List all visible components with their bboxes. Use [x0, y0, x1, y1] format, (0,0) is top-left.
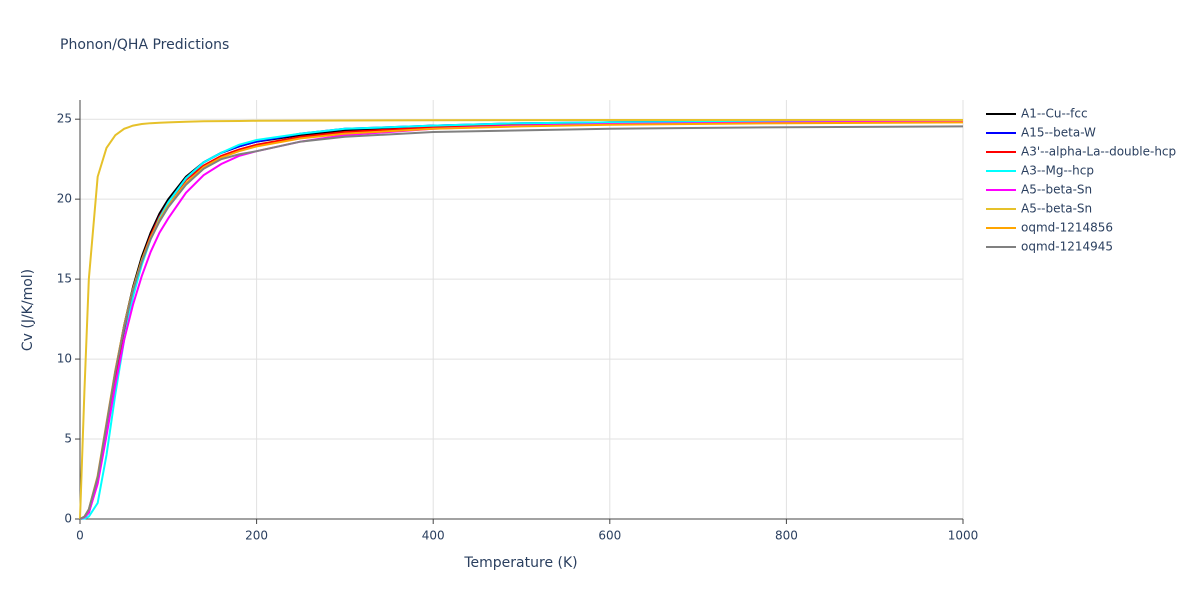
series-line — [79, 119, 964, 520]
legend-label[interactable]: A3'--alpha-La--double-hcp — [1021, 145, 1176, 159]
legend-label[interactable]: A5--beta-Sn — [1021, 183, 1092, 197]
series-line — [79, 120, 964, 520]
x-tick-label: 400 — [422, 529, 445, 543]
x-tick-label: 800 — [775, 529, 798, 543]
y-tick-label: 20 — [57, 192, 72, 206]
x-axis-title: Temperature (K) — [463, 555, 577, 571]
x-tick-label: 600 — [598, 529, 621, 543]
legend-label[interactable]: A1--Cu--fcc — [1021, 107, 1088, 121]
x-tick-label: 0 — [76, 529, 84, 543]
x-tick-label: 1000 — [948, 529, 979, 543]
y-tick-label: 15 — [57, 272, 72, 286]
series-line — [79, 120, 964, 520]
y-tick-label: 5 — [64, 432, 72, 446]
y-tick-label: 0 — [64, 512, 72, 526]
legend-label[interactable]: A15--beta-W — [1021, 126, 1096, 140]
series-line — [79, 121, 964, 520]
series-line — [79, 125, 964, 520]
legend-label[interactable]: oqmd-1214945 — [1021, 240, 1113, 254]
chart-title: Phonon/QHA Predictions — [60, 37, 229, 53]
legend-label[interactable]: A5--beta-Sn — [1021, 202, 1092, 216]
y-axis-title: Cv (J/K/mol) — [20, 269, 36, 351]
legend-label[interactable]: oqmd-1214856 — [1021, 221, 1113, 235]
series-line — [79, 118, 963, 520]
y-tick-label: 10 — [57, 352, 72, 366]
y-tick-label: 25 — [57, 112, 72, 126]
series-line — [79, 119, 964, 520]
legend-label[interactable]: A3--Mg--hcp — [1021, 164, 1094, 178]
x-tick-label: 200 — [245, 529, 268, 543]
series-line — [79, 119, 964, 520]
